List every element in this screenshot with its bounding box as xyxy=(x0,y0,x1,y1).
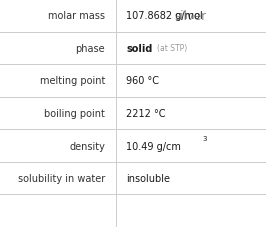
Text: molar mass: molar mass xyxy=(48,11,105,21)
Text: phase: phase xyxy=(76,44,105,54)
Text: 107.8682 g/mol: 107.8682 g/mol xyxy=(126,11,203,21)
Text: solubility in water: solubility in water xyxy=(18,173,105,183)
Text: solid: solid xyxy=(126,44,153,54)
Text: 2212 °C: 2212 °C xyxy=(126,109,166,118)
Text: density: density xyxy=(69,141,105,151)
Text: silver: silver xyxy=(175,10,207,23)
Text: 3: 3 xyxy=(202,136,207,142)
Text: (at STP): (at STP) xyxy=(157,44,187,53)
Text: melting point: melting point xyxy=(40,76,105,86)
Text: insoluble: insoluble xyxy=(126,173,170,183)
Text: 10.49 g/cm: 10.49 g/cm xyxy=(126,141,181,151)
Text: 960 °C: 960 °C xyxy=(126,76,159,86)
Text: boiling point: boiling point xyxy=(44,109,105,118)
